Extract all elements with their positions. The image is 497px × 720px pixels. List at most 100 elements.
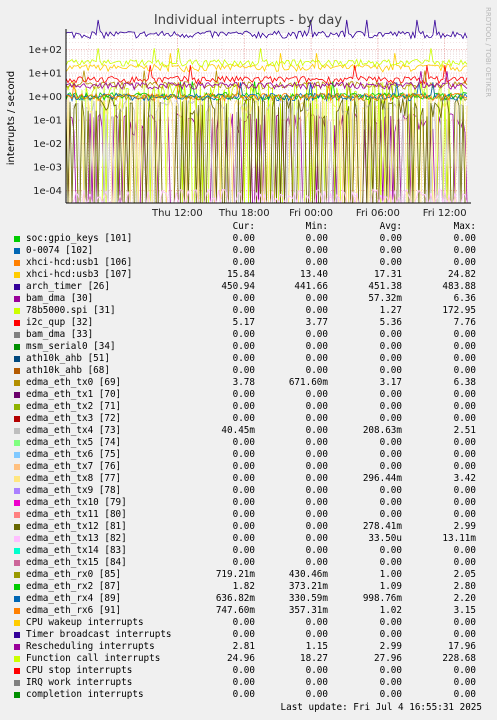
- legend-value-max: 3.42: [453, 473, 476, 484]
- legend-swatch: [14, 356, 20, 362]
- col-header-min: Min:: [305, 221, 328, 232]
- legend-row: msm_serial0 [34] 0.00 0.00 0.00 0.00: [0, 341, 497, 353]
- legend-swatch: [14, 536, 20, 542]
- legend-value-avg: 998.76m: [362, 593, 402, 604]
- legend-swatch: [14, 284, 20, 290]
- legend-series-name: edma_eth_tx14 [83]: [26, 545, 127, 556]
- legend-row: edma_eth_rx6 [91] 747.60m 357.31m 1.02 3.15: [0, 605, 497, 617]
- legend-value-min: 0.00: [305, 617, 328, 628]
- legend-value-avg: 0.00: [379, 617, 402, 628]
- legend-row: edma_eth_tx11 [80] 0.00 0.00 0.00 0.00: [0, 509, 497, 521]
- legend-swatch: [14, 380, 20, 386]
- legend-value-cur: 24.96: [227, 653, 255, 664]
- rrdtool-watermark: RRDTOOL / TOBI OETIKER: [484, 7, 492, 97]
- legend-value-max: 0.00: [453, 497, 476, 508]
- legend-series-name: i2c_qup [32]: [26, 317, 94, 328]
- series-line: [65, 48, 468, 68]
- legend-value-avg: 33.50u: [368, 533, 402, 544]
- legend-value-avg: 0.00: [379, 509, 402, 520]
- legend-value-avg: 0.00: [379, 689, 402, 700]
- legend-value-cur: 5.17: [232, 317, 255, 328]
- legend-row: edma_eth_tx2 [71] 0.00 0.00 0.00 0.00: [0, 401, 497, 413]
- legend-series-name: xhci-hcd:usb3 [107]: [26, 269, 133, 280]
- legend-value-cur: 0.00: [232, 449, 255, 460]
- legend-value-max: 6.38: [453, 377, 476, 388]
- legend-series-name: edma_eth_tx12 [81]: [26, 521, 127, 532]
- legend-row: edma_eth_tx12 [81] 0.00 0.00 278.41m 2.99: [0, 521, 497, 533]
- legend-swatch: [14, 344, 20, 350]
- y-tick-label: 1e+02: [28, 45, 62, 56]
- legend-swatch: [14, 452, 20, 458]
- legend-swatch: [14, 308, 20, 314]
- legend-value-max: 3.15: [453, 605, 476, 616]
- legend-value-avg: 0.00: [379, 485, 402, 496]
- legend-value-avg: 3.17: [379, 377, 402, 388]
- legend-row: soc:gpio_keys [101] 0.00 0.00 0.00 0.00: [0, 233, 497, 245]
- legend-row: Function call interrupts 24.96 18.27 27.96 2…: [0, 653, 497, 665]
- legend-value-max: 0.00: [453, 341, 476, 352]
- legend-swatch: [14, 476, 20, 482]
- legend-row: Timer broadcast interrupts 0.00 0.00 0.00 0.…: [0, 629, 497, 641]
- legend-swatch: [14, 596, 20, 602]
- legend-value-max: 0.00: [453, 245, 476, 256]
- legend-value-cur: 0.00: [232, 329, 255, 340]
- legend-value-avg: 1.09: [379, 581, 402, 592]
- legend-row: ath10k_ahb [51] 0.00 0.00 0.00 0.00: [0, 353, 497, 365]
- col-header-avg: Avg:: [379, 221, 402, 232]
- legend-swatch: [14, 632, 20, 638]
- legend-value-avg: 0.00: [379, 461, 402, 472]
- legend-value-cur: 0.00: [232, 365, 255, 376]
- legend-value-avg: 1.00: [379, 569, 402, 580]
- legend-value-cur: 0.00: [232, 689, 255, 700]
- legend-row: edma_eth_tx7 [76] 0.00 0.00 0.00 0.00: [0, 461, 497, 473]
- legend-series-name: edma_eth_tx4 [73]: [26, 425, 122, 436]
- legend-value-avg: 27.96: [374, 653, 402, 664]
- legend-value-avg: 0.00: [379, 497, 402, 508]
- legend-value-min: 1.15: [305, 641, 328, 652]
- interrupts-chart: 1e+02 1e+01 1e+00 1e-01 1e-02 1e-03 1e-04 Thu 1…: [6, 7, 492, 219]
- legend-value-avg: 0.00: [379, 437, 402, 448]
- legend-value-cur: 0.00: [232, 533, 255, 544]
- legend-swatch: [14, 464, 20, 470]
- legend-row: edma_eth_tx8 [77] 0.00 0.00 296.44m 3.42: [0, 473, 497, 485]
- legend-row: edma_eth_tx13 [82] 0.00 0.00 33.50u 13.11m: [0, 533, 497, 545]
- legend-value-avg: 208.63m: [362, 425, 402, 436]
- legend-value-min: 0.00: [305, 245, 328, 256]
- legend-row: edma_eth_tx15 [84] 0.00 0.00 0.00 0.00: [0, 557, 497, 569]
- legend-value-avg: 0.00: [379, 665, 402, 676]
- legend-series-name: bam_dma [30]: [26, 293, 94, 304]
- legend-value-avg: 0.00: [379, 449, 402, 460]
- legend-row: edma_eth_tx1 [70] 0.00 0.00 0.00 0.00: [0, 389, 497, 401]
- legend-value-min: 3.77: [305, 317, 328, 328]
- legend-value-max: 0.00: [453, 329, 476, 340]
- legend-value-min: 0.00: [305, 329, 328, 340]
- series-line: [65, 82, 468, 102]
- legend-value-cur: 0.00: [232, 473, 255, 484]
- legend-table: Cur: Min: Avg: Max: soc:gpio_keys [101] 0…: [0, 221, 497, 701]
- legend-series-name: IRQ work interrupts: [26, 677, 133, 688]
- legend-value-min: 0.00: [305, 473, 328, 484]
- legend-series-name: ath10k_ahb [68]: [26, 365, 110, 376]
- legend-value-avg: 57.32m: [368, 293, 402, 304]
- legend-row: edma_eth_rx0 [85] 719.21m 430.46m 1.00 2.05: [0, 569, 497, 581]
- legend-row: ath10k_ahb [68] 0.00 0.00 0.00 0.00: [0, 365, 497, 377]
- y-tick-label: 1e+01: [28, 68, 62, 79]
- legend-value-max: 0.00: [453, 401, 476, 412]
- legend-row: CPU stop interrupts 0.00 0.00 0.00 0.00: [0, 665, 497, 677]
- legend-value-cur: 0.00: [232, 257, 255, 268]
- series-line: [65, 53, 468, 73]
- legend-value-cur: 0.00: [232, 497, 255, 508]
- legend-value-cur: 0.00: [232, 401, 255, 412]
- legend-swatch: [14, 428, 20, 434]
- legend-swatch: [14, 296, 20, 302]
- legend-swatch: [14, 248, 20, 254]
- legend-swatch: [14, 332, 20, 338]
- legend-row: 0-0074 [102] 0.00 0.00 0.00 0.00: [0, 245, 497, 257]
- legend-value-cur: 0.00: [232, 485, 255, 496]
- legend-swatch: [14, 500, 20, 506]
- x-tick-label: Thu 18:00: [218, 208, 270, 219]
- series-line: [65, 65, 468, 85]
- legend-row: edma_eth_tx3 [72] 0.00 0.00 0.00 0.00: [0, 413, 497, 425]
- legend-value-min: 0.00: [305, 401, 328, 412]
- legend-swatch: [14, 260, 20, 266]
